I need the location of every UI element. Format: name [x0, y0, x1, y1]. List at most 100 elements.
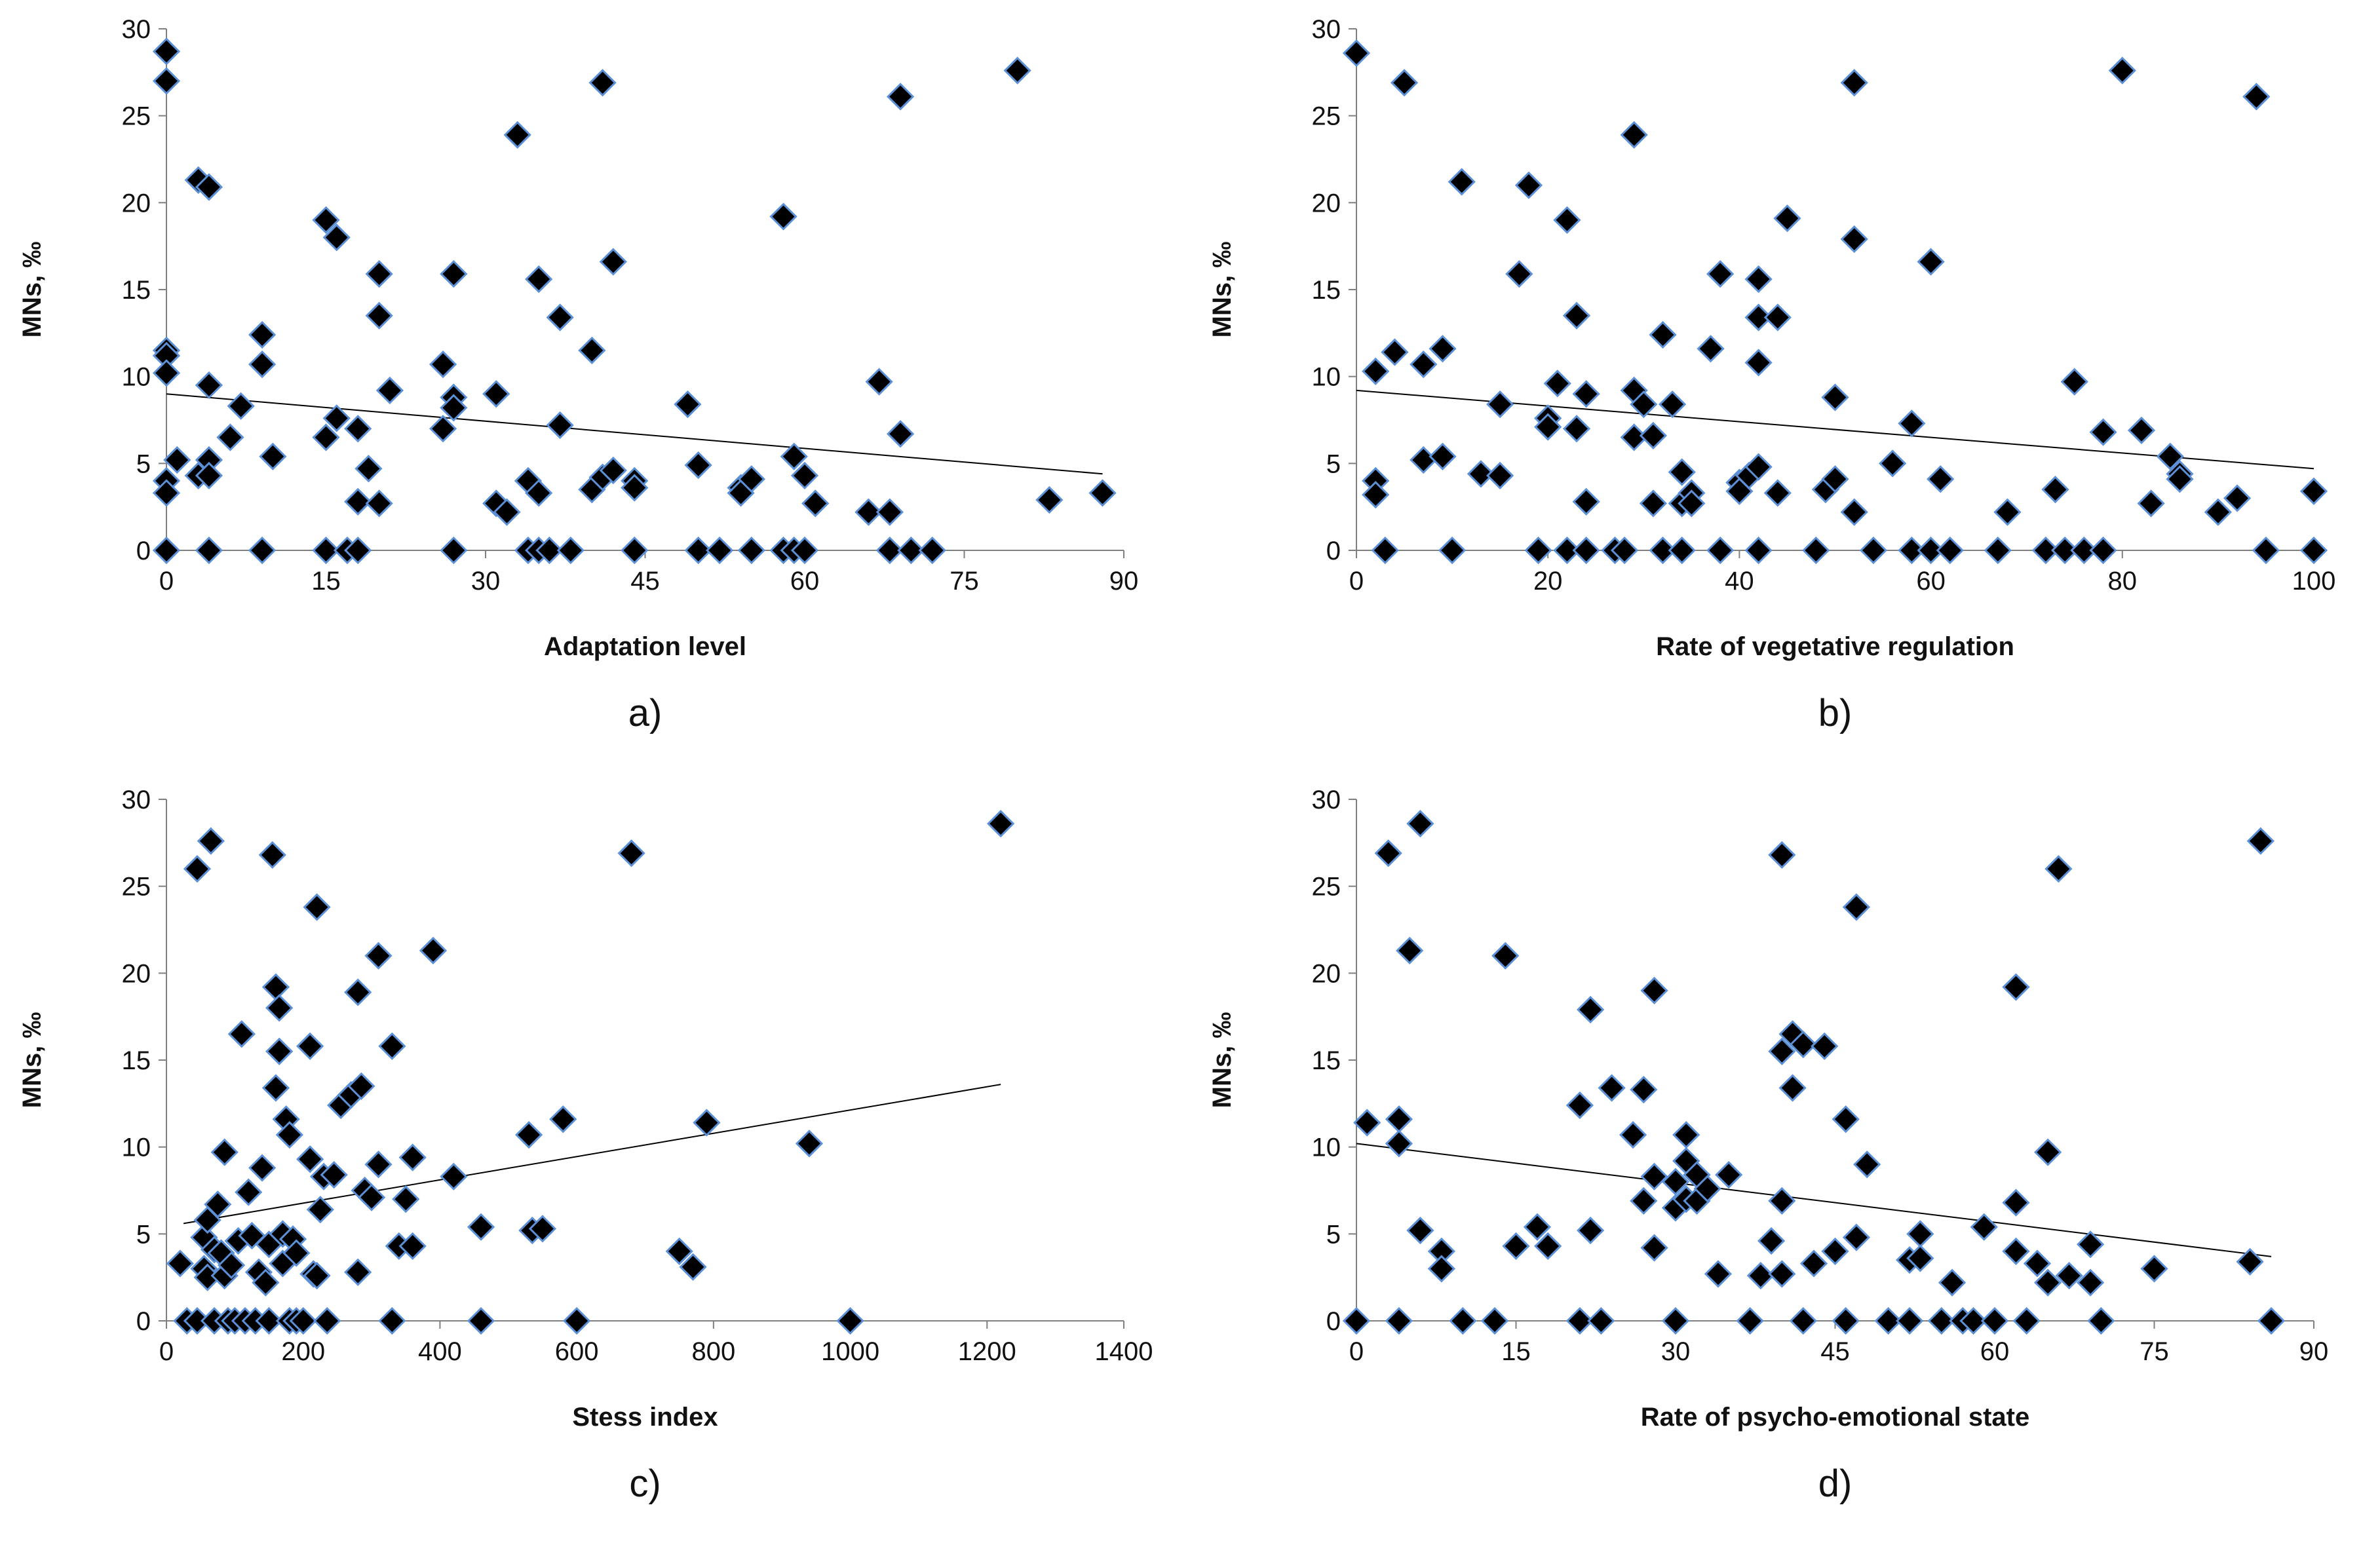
- data-point: [303, 1261, 331, 1290]
- data-point: [344, 415, 372, 443]
- data-point: [1840, 498, 1868, 526]
- data-point: [1640, 976, 1668, 1004]
- y-tick-label: 10: [122, 363, 151, 392]
- data-point: [1486, 461, 1514, 490]
- data-point: [1842, 893, 1871, 921]
- data-point: [795, 1130, 824, 1158]
- data-point: [2051, 536, 2079, 565]
- data-point: [1936, 536, 1964, 565]
- data-point: [252, 1268, 280, 1297]
- y-axis-title: MNs, ‰: [18, 242, 47, 338]
- panel-caption: c): [629, 1462, 661, 1505]
- data-point: [1744, 265, 1773, 294]
- x-axis-title: Rate of vegetative regulation: [1656, 632, 2014, 661]
- data-point: [364, 942, 393, 970]
- data-point: [195, 461, 223, 490]
- data-point: [1342, 1306, 1371, 1335]
- data-point: [2252, 536, 2280, 565]
- data-point: [1757, 1227, 1786, 1255]
- data-point: [875, 536, 904, 565]
- y-axis-title: MNs, ‰: [1208, 242, 1237, 338]
- data-point: [1385, 1105, 1413, 1133]
- data-point: [1342, 39, 1371, 67]
- data-point: [378, 1306, 406, 1335]
- data-point: [320, 1160, 348, 1189]
- y-tick-label: 25: [1312, 873, 1341, 902]
- data-point: [2055, 1261, 2083, 1290]
- data-point: [836, 1306, 864, 1335]
- data-point: [2060, 368, 2088, 396]
- data-point: [313, 1306, 341, 1335]
- data-point: [1577, 995, 1605, 1024]
- data-point: [365, 489, 393, 518]
- data-point: [440, 536, 468, 565]
- data-point: [1553, 536, 1581, 565]
- data-point: [1649, 320, 1677, 349]
- data-point: [1697, 335, 1725, 363]
- y-tick-label: 10: [122, 1133, 151, 1162]
- data-point: [365, 259, 393, 288]
- data-point: [1565, 1306, 1594, 1335]
- data-point: [1610, 536, 1639, 565]
- x-tick-label: 90: [1109, 567, 1139, 596]
- y-tick-label: 5: [136, 1220, 151, 1249]
- data-point: [296, 1145, 324, 1173]
- data-point: [1502, 1232, 1530, 1261]
- trend-line: [1356, 389, 2314, 470]
- scatter-chart-b: 0 5 10 15 20 25 30 0 20 40 60 80 100 Rate of vegetati…: [1208, 15, 2335, 734]
- x-tick-label: 1400: [1095, 1337, 1153, 1366]
- data-point: [1427, 1255, 1455, 1283]
- data-point: [503, 121, 531, 149]
- x-tick-label: 20: [1533, 567, 1563, 596]
- data-point: [599, 248, 627, 276]
- data-point: [265, 1037, 294, 1065]
- data-point: [1744, 536, 1773, 565]
- data-point: [392, 1185, 420, 1213]
- data-point: [1744, 303, 1773, 332]
- data-point: [2002, 1237, 2030, 1265]
- data-point: [1448, 168, 1476, 196]
- data-point: [152, 479, 181, 507]
- data-point: [525, 479, 553, 507]
- data-point: [886, 420, 915, 448]
- data-point: [344, 978, 372, 1006]
- y-tick-label: 15: [122, 1046, 151, 1075]
- data-point: [2002, 1189, 2030, 1217]
- data-point: [375, 376, 404, 405]
- data-point: [1789, 1306, 1817, 1335]
- data-point: [1505, 259, 1533, 288]
- data-point: [1514, 171, 1543, 199]
- data-point: [2127, 416, 2156, 445]
- data-point: [282, 1239, 311, 1267]
- data-point: [2041, 476, 2069, 504]
- data-point: [2089, 418, 2117, 446]
- x-tick-label: 60: [790, 567, 820, 596]
- data-point: [1381, 338, 1409, 366]
- data-point: [556, 536, 585, 565]
- y-tick-label: 5: [1326, 1220, 1341, 1249]
- scatter-chart-a: 0 5 10 15 20 25 30 0 15 30 45 60 75 90 Adaptation leve…: [18, 15, 1139, 734]
- data-point: [1429, 442, 1457, 470]
- data-point: [248, 536, 277, 565]
- data-point: [987, 810, 1015, 838]
- data-point: [1832, 1306, 1860, 1335]
- data-point: [1553, 206, 1581, 234]
- x-tick-label: 0: [1349, 567, 1364, 596]
- y-tick-label: 15: [122, 276, 151, 305]
- data-point: [2070, 536, 2098, 565]
- data-point: [1763, 479, 1792, 507]
- y-tick-label: 20: [122, 189, 151, 218]
- data-point: [2204, 498, 2233, 526]
- data-point: [1672, 1120, 1700, 1149]
- data-point: [1035, 485, 1064, 514]
- x-tick-label: 600: [555, 1337, 599, 1366]
- data-point: [195, 371, 223, 400]
- y-tick-label: 30: [1312, 15, 1341, 44]
- data-point: [2108, 56, 2136, 85]
- data-point: [1744, 349, 1773, 377]
- data-point: [255, 1306, 283, 1335]
- data-point: [289, 1306, 317, 1335]
- data-point: [1088, 479, 1117, 507]
- x-tick-label: 15: [1501, 1337, 1531, 1366]
